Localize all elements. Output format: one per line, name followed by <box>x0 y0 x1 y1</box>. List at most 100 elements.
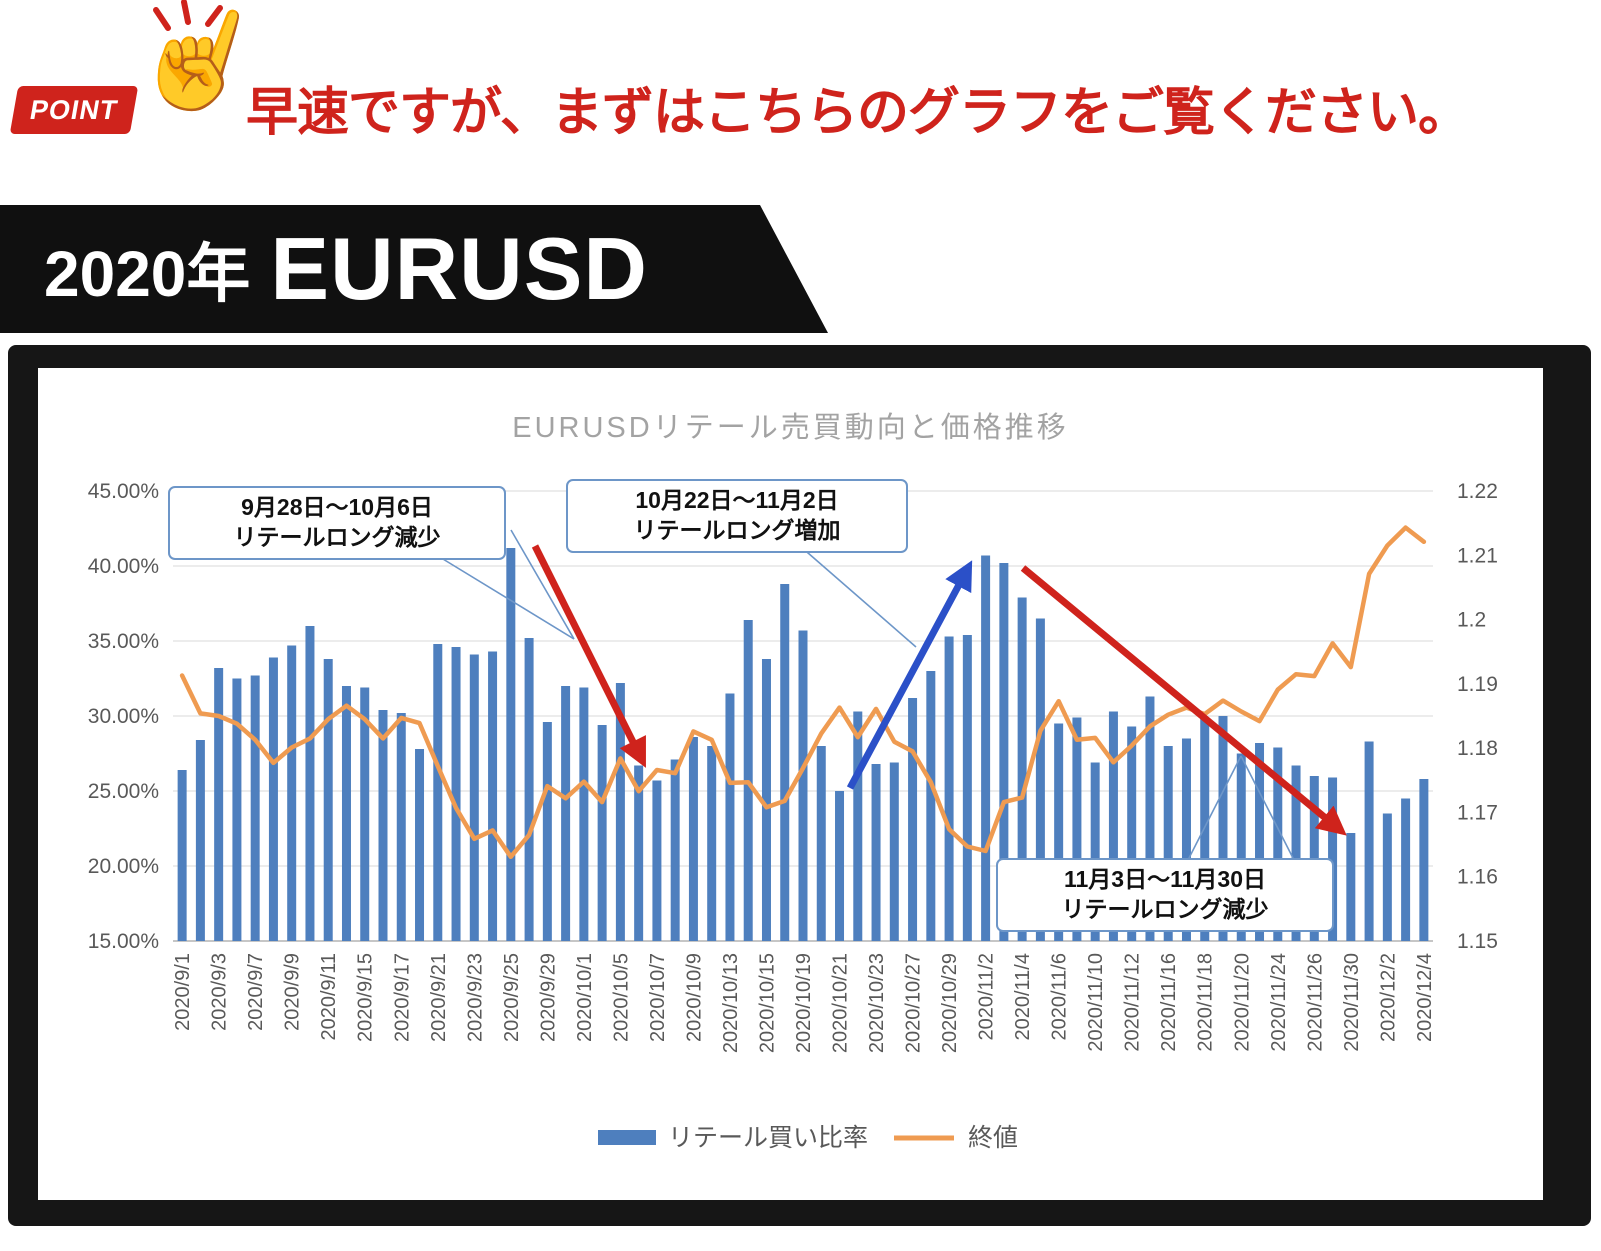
retail-buy-ratio-bar <box>1090 762 1100 941</box>
retail-buy-ratio-bar <box>1035 618 1045 941</box>
x-axis-tick: 2020/10/13 <box>720 953 742 1053</box>
retail-buy-ratio-bar <box>926 671 936 941</box>
x-axis-tick: 2020/10/7 <box>647 953 669 1042</box>
retail-buy-ratio-bar <box>798 630 808 941</box>
left-axis-tick: 35.00% <box>88 630 159 653</box>
left-axis-tick: 20.00% <box>88 855 159 878</box>
retail-buy-ratio-bar <box>1108 711 1118 941</box>
retail-buy-ratio-bar <box>1419 779 1429 941</box>
close-price-line <box>179 525 1427 860</box>
retail-buy-ratio-bar <box>378 710 388 941</box>
retail-buy-ratio-bar <box>488 651 498 941</box>
x-axis-tick: 2020/10/9 <box>683 953 705 1042</box>
retail-buy-ratio-bar <box>1273 747 1283 941</box>
retail-buy-ratio-bar <box>1054 723 1064 941</box>
retail-buy-ratio-bar <box>1072 717 1082 941</box>
annotation-line: 9月28日〜10月6日 <box>241 494 433 520</box>
retail-buy-ratio-bar <box>1200 717 1210 941</box>
retail-buy-ratio-bar <box>396 713 406 941</box>
x-axis-tick: 2020/9/11 <box>318 953 340 1041</box>
right-axis-tick: 1.22 <box>1457 480 1498 503</box>
retail-buy-ratio-bar <box>415 749 425 941</box>
retail-buy-ratio-bar <box>1255 743 1265 941</box>
annotation-line: リテールロング減少 <box>1061 895 1269 922</box>
x-axis-tick: 2020/10/21 <box>830 953 852 1053</box>
retail-buy-ratio-bar <box>542 722 552 941</box>
retail-buy-ratio-bar <box>177 770 187 941</box>
retail-long-increase-arrow <box>846 560 973 790</box>
retail-buy-ratio-bar <box>707 746 717 941</box>
banner-year: 2020年 <box>44 238 251 310</box>
left-axis-tick: 40.00% <box>88 555 159 578</box>
retail-buy-ratio-bar <box>433 644 443 941</box>
retail-buy-ratio-bar <box>1218 716 1228 941</box>
retail-buy-ratio-bar <box>469 654 479 941</box>
x-axis-tick: 2020/11/6 <box>1049 953 1071 1041</box>
x-axis-tick: 2020/10/1 <box>574 953 596 1042</box>
retail-buy-ratio-bar <box>1127 726 1137 941</box>
annotation-line: リテールロング増加 <box>633 516 841 543</box>
retail-buy-ratio-bar <box>1401 798 1411 941</box>
retail-buy-ratio-bar <box>1382 813 1392 941</box>
chart-title: EURUSDリテール売買動向と価格推移 <box>512 412 1069 444</box>
retail-buy-ratio-bar <box>889 762 899 941</box>
annotation-box-sept-decrease: 9月28日〜10月6日 リテールロング減少 <box>168 486 506 560</box>
x-axis-tick: 2020/11/30 <box>1341 953 1363 1052</box>
x-axis-tick: 2020/9/17 <box>391 953 413 1042</box>
retail-buy-ratio-bar <box>962 635 972 941</box>
x-axis-tick: 2020/11/2 <box>976 953 998 1041</box>
x-axis-tick: 2020/11/16 <box>1158 953 1180 1052</box>
legend: リテール買い比率 終値 <box>598 1124 1018 1152</box>
right-axis-tick: 1.21 <box>1457 544 1498 567</box>
x-axis-tick: 2020/10/29 <box>939 953 961 1053</box>
annotation-line: 10月22日〜11月2日 <box>635 487 839 513</box>
x-axis-tick: 2020/11/10 <box>1085 953 1107 1052</box>
annotation-callout-line <box>1240 755 1295 861</box>
x-axis-tick: 2020/9/25 <box>501 953 523 1042</box>
annotation-line: 11月3日〜11月30日 <box>1063 866 1266 892</box>
retail-buy-ratio-bar <box>1364 741 1374 941</box>
retail-buy-ratio-bar <box>981 555 991 941</box>
retail-buy-ratio-bar <box>506 548 516 941</box>
x-axis-tick: 2020/10/27 <box>903 953 925 1053</box>
retail-buy-ratio-bar <box>688 737 698 941</box>
retail-buy-ratio-bar <box>1291 765 1301 941</box>
retail-long-decrease-arrow-2 <box>1020 565 1347 836</box>
annotation-callout-line <box>1187 755 1242 861</box>
x-axis-tick: 2020/9/23 <box>464 953 486 1042</box>
annotation-callout-line <box>437 555 575 640</box>
banner-symbol: EURUSD <box>270 219 648 318</box>
annotation-box-oct-increase: 10月22日〜11月2日 リテールロング増加 <box>566 479 908 553</box>
retail-buy-ratio-bar <box>360 687 370 941</box>
x-axis-tick: 2020/9/3 <box>209 953 231 1031</box>
annotation-callout-line <box>510 529 575 640</box>
x-axis-tick: 2020/11/18 <box>1195 953 1217 1052</box>
retail-buy-ratio-bar <box>195 740 205 941</box>
legend-line-label: 終値 <box>968 1124 1018 1152</box>
chart-area: 45.00% 40.00% 35.00% 30.00% 25.00% 20.00% 15.0… <box>38 368 1543 1200</box>
retail-buy-ratio-bar <box>561 686 571 941</box>
annotation-callout-line <box>799 545 917 648</box>
x-axis-tick: 2020/10/19 <box>793 953 815 1053</box>
retail-buy-ratio-bar <box>214 668 224 941</box>
retail-buy-ratio-bar <box>268 657 278 941</box>
retail-buy-ratio-bar <box>908 698 918 941</box>
retail-buy-ratio-bar <box>999 563 1009 941</box>
retail-buy-ratio-bar <box>341 686 351 941</box>
x-axis-tick: 2020/10/15 <box>757 953 779 1053</box>
retail-buy-ratio-bar <box>232 678 242 941</box>
retail-buy-ratio-bar <box>579 687 589 941</box>
retail-buy-ratio-bar <box>323 659 333 941</box>
x-axis-tick: 2020/9/1 <box>172 953 194 1031</box>
chart-frame: 45.00% 40.00% 35.00% 30.00% 25.00% 20.00% 15.0… <box>8 345 1591 1226</box>
chart-canvas: 45.00% 40.00% 35.00% 30.00% 25.00% 20.00% 15.0… <box>88 480 1498 1152</box>
point-badge-label: POINT <box>27 94 121 125</box>
retail-buy-ratio-bar <box>1163 746 1173 941</box>
retail-buy-ratio-bar <box>287 645 297 941</box>
headline-text: 早速ですが、まずはこちらのグラフをご覧ください。 <box>246 84 1470 142</box>
retail-buy-ratio-bar <box>780 584 790 941</box>
x-axis-tick: 2020/11/12 <box>1122 953 1144 1052</box>
x-axis-tick: 2020/12/2 <box>1377 953 1399 1042</box>
retail-buy-ratio-bar <box>1017 597 1027 941</box>
retail-buy-ratio-bar <box>1328 777 1338 941</box>
